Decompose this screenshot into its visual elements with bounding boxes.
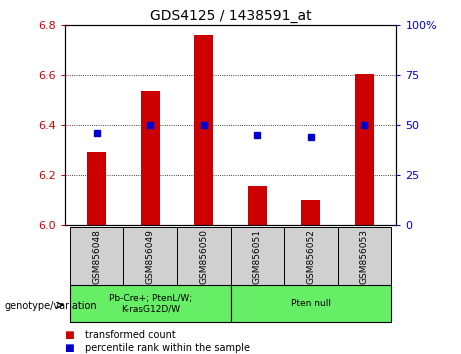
Bar (70, 285, 230, 322)
Bar (87, 152, 106, 225)
Text: Pb-Cre+; PtenL/W;
K-rasG12D/W: Pb-Cre+; PtenL/W; K-rasG12D/W (109, 294, 192, 313)
Bar (337, 227, 391, 285)
Text: GSM856051: GSM856051 (253, 229, 262, 285)
Bar (230, 285, 391, 322)
Text: GSM856048: GSM856048 (92, 229, 101, 284)
Bar (248, 186, 266, 225)
Text: GSM856049: GSM856049 (146, 229, 155, 284)
Text: GSM856053: GSM856053 (360, 229, 369, 285)
Text: genotype/variation: genotype/variation (5, 301, 97, 311)
Bar (141, 91, 160, 225)
Text: Pten null: Pten null (291, 299, 331, 308)
Text: GDS4125 / 1438591_at: GDS4125 / 1438591_at (150, 9, 311, 23)
Bar (284, 227, 337, 285)
Text: ■: ■ (65, 330, 74, 339)
Bar (177, 227, 230, 285)
Bar (230, 227, 284, 285)
Text: percentile rank within the sample: percentile rank within the sample (85, 343, 250, 353)
Text: transformed count: transformed count (85, 330, 176, 339)
Bar (355, 74, 374, 225)
Bar (70, 227, 124, 285)
Bar (124, 227, 177, 285)
Bar (301, 200, 320, 225)
Text: GSM856052: GSM856052 (306, 229, 315, 284)
Text: GSM856050: GSM856050 (199, 229, 208, 285)
Text: ■: ■ (65, 343, 74, 353)
Bar (195, 35, 213, 225)
